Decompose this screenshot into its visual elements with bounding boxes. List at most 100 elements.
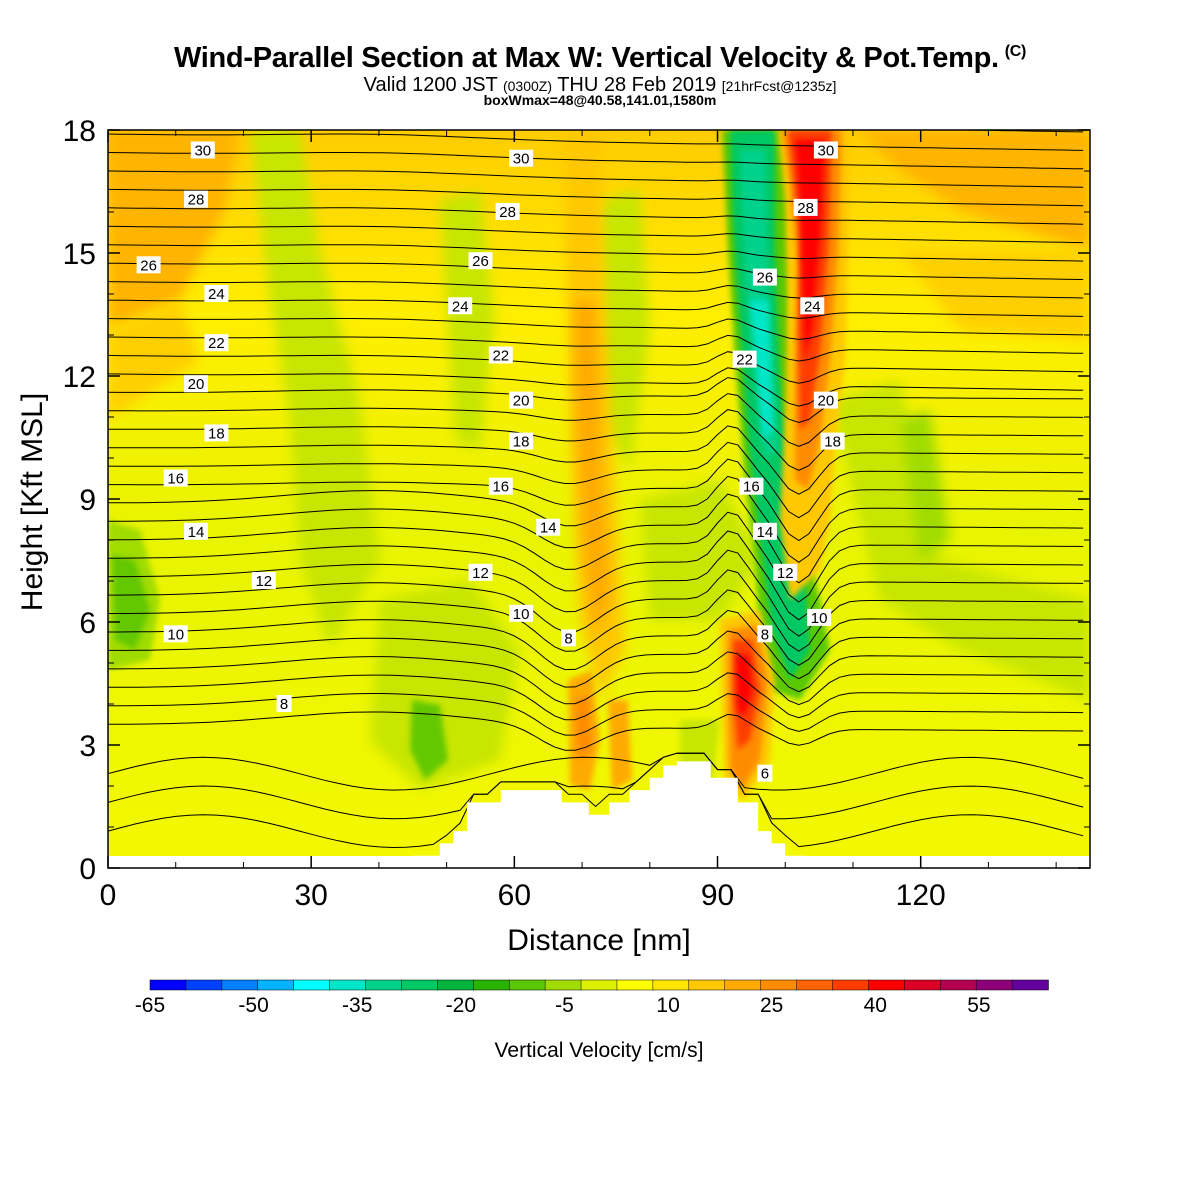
isentrope-label-text: 22 [208, 335, 225, 352]
isentrope-line [108, 188, 1084, 207]
isentrope-label-text: 18 [513, 434, 530, 451]
isentrope-label: 16 [488, 477, 513, 496]
isentrope-label: 22 [488, 346, 513, 365]
isentrope-label-box [184, 190, 208, 208]
colorbar-label: Vertical Velocity [cm/s] [495, 1039, 704, 1062]
colorbar-tick-label: -5 [555, 994, 574, 1017]
isentrope-label-box [488, 346, 513, 364]
isentrope-label-box [204, 285, 229, 302]
axis-ticks: 0 30 60 90 120 0 3 6 9 12 15 18 [63, 115, 1090, 912]
isentrope-line [108, 493, 1084, 584]
isentrope-label: 16 [163, 469, 188, 488]
isentrope-label-text: 14 [757, 524, 774, 541]
isentrope-line [108, 152, 1084, 170]
isentrope-label-box [468, 563, 493, 581]
isentrope-line [108, 170, 1084, 188]
isentrope-label-text: 24 [452, 298, 469, 315]
colorbar-tick-label: -50 [238, 994, 268, 1017]
isentrope-label-text: 26 [757, 270, 774, 287]
colorbar-swatch [616, 979, 654, 991]
box-info: boxWmax=48@40.58,141.01,1580m [483, 92, 717, 108]
isentrope-label-text: 20 [188, 376, 205, 393]
isentrope-label-text: 6 [761, 766, 769, 783]
isentrope-label-box [495, 203, 520, 220]
colorbar-swatch [473, 979, 510, 991]
isentrope-label-box [204, 334, 229, 352]
y-tick-label: 6 [79, 607, 96, 640]
isentrope-label-text: 22 [492, 348, 509, 365]
isentrope-line [108, 318, 1084, 340]
isentrope-label-text: 28 [797, 200, 814, 217]
isentrope-line [108, 367, 1084, 407]
velocity-region-24 [750, 300, 773, 440]
isentrope-label-text: 10 [513, 606, 530, 623]
isentrope-line-low [108, 752, 1084, 849]
isentrope-line [108, 225, 1084, 244]
isentrope-line [108, 334, 1084, 362]
valid-prefix: Valid 1200 JST [363, 74, 498, 96]
valid-date: THU 28 Feb 2019 [557, 74, 717, 96]
isentrope-line [108, 589, 1084, 666]
x-axis-label: Distance [nm] [507, 924, 690, 957]
x-tick-label: 60 [498, 879, 531, 912]
isentrope-label: 18 [509, 432, 534, 451]
isentrope-label: 24 [800, 297, 825, 315]
isentrope-label-text: 16 [492, 479, 509, 496]
isentrope-label-box [276, 695, 292, 712]
colorbar-swatch [401, 979, 439, 991]
isentrope-label-text: 18 [824, 434, 841, 451]
isentrope-label: 22 [732, 350, 757, 369]
velocity-region-20 [608, 700, 632, 790]
isentrope-label-text: 30 [194, 143, 211, 160]
colorbar: -65 -50 -35 -20 -5 10 25 40 55 [135, 979, 1049, 1017]
velocity-region-12 [640, 480, 760, 620]
colorbar-swatch [437, 979, 475, 991]
isentrope-label-box [163, 469, 188, 487]
chart-title: Wind-Parallel Section at Max W: Vertical… [173, 42, 1027, 74]
isentrope-line [108, 651, 1084, 706]
colorbar-swatch [257, 979, 295, 991]
velocity-region-4 [900, 250, 1090, 340]
isentrope-line [108, 549, 1084, 637]
isentrope-label-text: 20 [818, 393, 835, 410]
isentrope-label-box [509, 391, 534, 409]
colorbar-swatch [904, 979, 941, 991]
isentrope-line-low [108, 752, 1084, 820]
isentrope-label: 14 [536, 518, 561, 537]
colorbar-swatch [868, 979, 906, 991]
isentrope-line [108, 425, 1084, 495]
isentrope-label: 18 [204, 424, 229, 442]
isentrope-line [108, 511, 1084, 603]
isentrope-line [108, 377, 1084, 424]
isentrope-label-text: 8 [280, 696, 288, 713]
isentrope-label: 26 [752, 268, 777, 287]
isentrope-line [108, 393, 1084, 447]
y-tick-label: 3 [79, 730, 96, 763]
isentrope-label-text: 10 [167, 626, 184, 643]
isentrope-label: 10 [807, 608, 832, 627]
isentrope-label-text: 12 [255, 573, 272, 590]
velocity-region-28 [795, 140, 825, 360]
isentrope-line [108, 530, 1084, 621]
colorbar-swatch [329, 979, 367, 991]
isentrope-label-text: 28 [188, 192, 205, 209]
isentrope-label-text: 22 [736, 352, 753, 369]
valid-time-line: Valid 1200 JST (0300Z) THU 28 Feb 2019 [… [0, 74, 1200, 97]
isentrope-label: 10 [163, 625, 188, 643]
isentrope-label: 20 [509, 391, 534, 410]
isentrope-label-text: 8 [564, 630, 572, 647]
colorbar-swatch [688, 979, 726, 991]
isentrope-label-text: 12 [777, 565, 794, 582]
x-tick-label: 90 [701, 879, 734, 912]
isentrope-label: 18 [820, 432, 845, 451]
isentrope-label: 20 [184, 375, 208, 393]
velocity-region-11 [600, 190, 650, 470]
isentrope-label-text: 16 [743, 479, 760, 496]
colorbar-tick-label: 40 [864, 994, 887, 1017]
isentrope-label-text: 14 [188, 524, 205, 541]
isentrope-label: 30 [813, 141, 838, 160]
isentrope-label-box [820, 432, 845, 450]
colorbar-swatch [580, 979, 618, 991]
isentrope-line [108, 672, 1084, 721]
isentrope-label-box [800, 297, 825, 315]
